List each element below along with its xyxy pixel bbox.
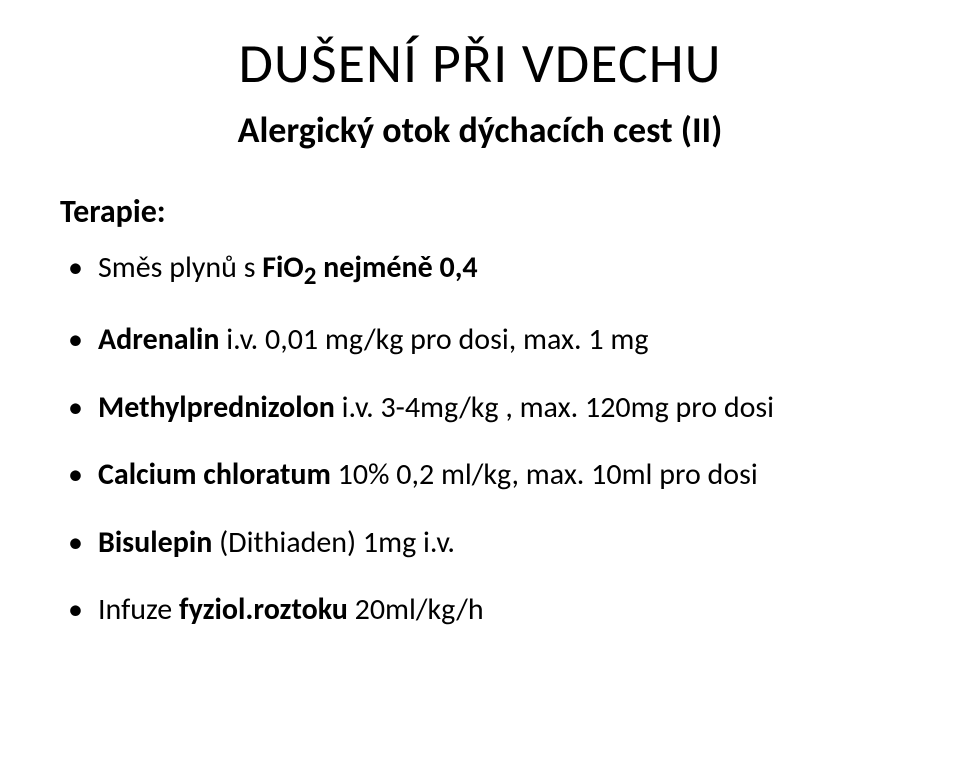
section-label: Terapie: bbox=[60, 192, 900, 231]
text-run: 2 bbox=[304, 260, 317, 291]
text-run: Adrenalin bbox=[98, 321, 226, 358]
list-item: Adrenalin i.v. 0,01 mg/kg pro dosi, max.… bbox=[60, 321, 900, 359]
text-run: 10% 0,2 ml/kg, max. 10ml pro dosi bbox=[338, 456, 758, 493]
text-run: Infuze bbox=[98, 591, 179, 628]
text-run: i.v. 0,01 mg/kg pro dosi, max. 1 mg bbox=[226, 321, 648, 358]
list-item: Směs plynů s FiO2 nejméně 0,4 bbox=[60, 249, 900, 291]
text-run: 20ml/kg/h bbox=[355, 591, 484, 628]
list-item: Methylprednizolon i.v. 3-4mg/kg , max. 1… bbox=[60, 389, 900, 427]
bullet-list: Směs plynů s FiO2 nejméně 0,4 Adrenalin i… bbox=[60, 249, 900, 629]
list-item: Calcium chloratum 10% 0,2 ml/kg, max. 10… bbox=[60, 456, 900, 494]
slide-subtitle: Alergický otok dýchacích cest (II) bbox=[60, 108, 900, 152]
slide-title: DUŠENÍ PŘI VDECHU bbox=[60, 30, 900, 98]
text-run: FiO bbox=[262, 249, 303, 286]
list-item: Infuze fyziol.roztoku 20ml/kg/h bbox=[60, 591, 900, 629]
text-run: Methylprednizolon bbox=[98, 389, 342, 426]
text-run: Calcium chloratum bbox=[98, 456, 338, 493]
text-run: (Dithiaden) 1mg i.v. bbox=[219, 524, 455, 561]
text-run: i.v. 3-4mg/kg , max. 120mg pro dosi bbox=[342, 389, 774, 426]
list-item: Bisulepin (Dithiaden) 1mg i.v. bbox=[60, 524, 900, 562]
text-run: Směs plynů s bbox=[98, 249, 262, 286]
slide: DUŠENÍ PŘI VDECHU Alergický otok dýchací… bbox=[0, 0, 960, 764]
text-run: fyziol.roztoku bbox=[179, 591, 355, 628]
text-run: Bisulepin bbox=[98, 524, 219, 561]
text-run: nejméně 0,4 bbox=[316, 249, 477, 286]
